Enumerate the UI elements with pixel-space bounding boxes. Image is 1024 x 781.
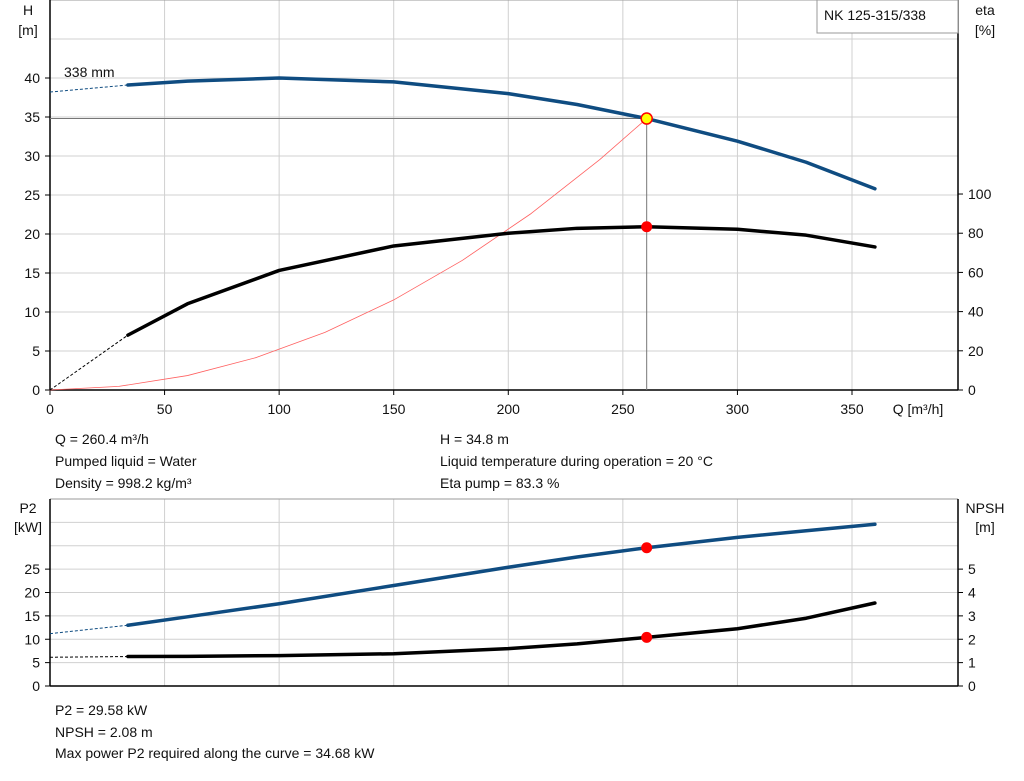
- eta-curve: [126, 224, 877, 337]
- y-tick-label: 40: [24, 70, 40, 86]
- y-right-tick-label: 4: [968, 585, 976, 601]
- eta-curve-extrapolated: [49, 334, 129, 391]
- head-curve: [126, 76, 877, 191]
- head-curve-extrapolated: [49, 84, 128, 93]
- info-temp: Liquid temperature during operation = 20…: [440, 453, 713, 469]
- y-tick-label: 10: [24, 631, 40, 647]
- y-right-tick-label: 1: [968, 655, 976, 671]
- x-tick-label: 100: [267, 401, 291, 417]
- y-right-tick-label: 100: [968, 186, 992, 202]
- y-right-axis-unit: [%]: [975, 22, 995, 38]
- info-q: Q = 260.4 m³/h: [55, 431, 149, 447]
- y-right-tick-label: 2: [968, 631, 976, 647]
- x-tick-label: 0: [46, 401, 54, 417]
- x-axis-title: Q [m³/h]: [893, 401, 944, 417]
- y-axis-title: P2: [19, 500, 36, 516]
- y-tick-label: 35: [24, 109, 40, 125]
- info-liquid: Pumped liquid = Water: [55, 453, 197, 469]
- info-eta: Eta pump = 83.3 %: [440, 475, 560, 491]
- info-density: Density = 998.2 kg/m³: [55, 475, 192, 491]
- y-tick-label: 10: [24, 304, 40, 320]
- y-tick-label: 25: [24, 561, 40, 577]
- p2-curve: [126, 522, 877, 627]
- y-tick-label: 30: [24, 148, 40, 164]
- y-tick-label: 20: [24, 585, 40, 601]
- info-h: H = 34.8 m: [440, 431, 509, 447]
- y-right-tick-label: 0: [968, 678, 976, 694]
- y-axis-title: H: [23, 2, 33, 18]
- x-tick-label: 50: [157, 401, 173, 417]
- y-tick-label: 5: [32, 655, 40, 671]
- y-right-tick-label: 0: [968, 382, 976, 398]
- y-right-axis-unit: [m]: [975, 519, 994, 535]
- x-tick-label: 350: [840, 401, 864, 417]
- p2-operating-point: [641, 542, 653, 554]
- info-npsh: NPSH = 2.08 m: [55, 724, 153, 740]
- x-tick-label: 300: [726, 401, 750, 417]
- info-p2: P2 = 29.58 kW: [55, 702, 148, 718]
- x-tick-label: 150: [382, 401, 406, 417]
- y-tick-label: 0: [32, 382, 40, 398]
- y-right-axis-title: eta: [975, 2, 995, 18]
- y-tick-label: 15: [24, 608, 40, 624]
- info-max-power: Max power P2 required along the curve = …: [55, 745, 375, 761]
- chart-title: NK 125-315/338: [824, 7, 926, 23]
- npsh-operating-point: [641, 631, 653, 643]
- curve-label: 338 mm: [64, 64, 115, 80]
- eta-operating-point: [641, 221, 653, 233]
- y-tick-label: 5: [32, 343, 40, 359]
- system-curve: [49, 118, 648, 391]
- x-tick-label: 250: [611, 401, 635, 417]
- y-tick-label: 25: [24, 187, 40, 203]
- x-tick-label: 200: [497, 401, 521, 417]
- p2-curve-extrapolated: [49, 624, 128, 635]
- y-tick-label: 20: [24, 226, 40, 242]
- y-tick-label: 0: [32, 678, 40, 694]
- npsh-curve-extrapolated: [49, 656, 128, 658]
- y-axis-unit: [m]: [18, 22, 37, 38]
- npsh-curve: [126, 601, 877, 659]
- y-right-tick-label: 3: [968, 608, 976, 624]
- y-right-tick-label: 80: [968, 225, 984, 241]
- y-right-tick-label: 5: [968, 561, 976, 577]
- y-right-tick-label: 20: [968, 343, 984, 359]
- head-operating-point: [640, 112, 653, 125]
- y-right-tick-label: 60: [968, 264, 984, 280]
- y-tick-label: 15: [24, 265, 40, 281]
- y-right-tick-label: 40: [968, 304, 984, 320]
- y-axis-unit: [kW]: [14, 519, 42, 535]
- title-box: [816, 0, 959, 34]
- y-right-axis-title: NPSH: [966, 500, 1005, 516]
